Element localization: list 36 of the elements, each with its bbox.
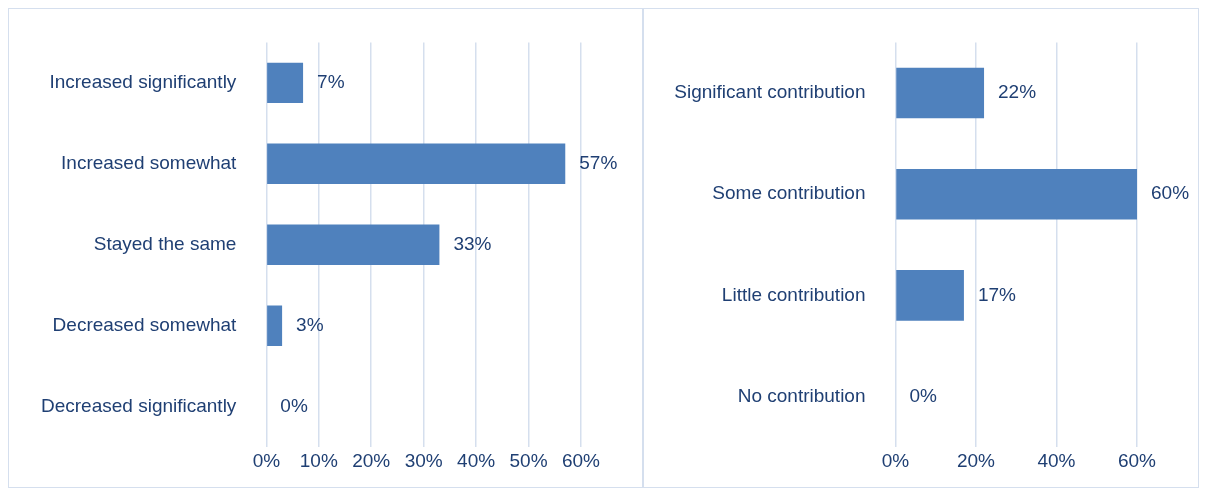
- y-tick-label: Stayed the same: [93, 233, 237, 255]
- x-tick-label: 30%: [404, 449, 443, 471]
- bar: [267, 143, 566, 185]
- data-label: 7%: [317, 71, 345, 93]
- bar: [896, 270, 964, 321]
- x-tick-label: 40%: [1037, 449, 1076, 471]
- x-tick-label: 40%: [457, 449, 496, 471]
- y-tick-label: Decreased significantly: [41, 394, 237, 416]
- x-tick-label: 0%: [252, 449, 281, 471]
- x-tick-label: 60%: [1117, 449, 1157, 471]
- x-tick-label: 0%: [881, 449, 910, 471]
- y-tick-label: Little contribution: [721, 283, 866, 305]
- data-label: 17%: [977, 283, 1017, 305]
- bar: [267, 62, 304, 104]
- bar: [896, 67, 985, 119]
- x-tick-label: 20%: [352, 449, 391, 471]
- x-tick-label: 10%: [299, 449, 338, 471]
- data-label: 60%: [1151, 182, 1190, 204]
- bar: [896, 168, 1137, 220]
- data-label: 0%: [280, 394, 308, 416]
- y-tick-label: Some contribution: [712, 182, 866, 204]
- y-tick-label: Increased significantly: [49, 71, 237, 93]
- y-tick-label: Significant contribution: [674, 81, 866, 103]
- data-label: 0%: [909, 384, 938, 406]
- x-tick-label: 60%: [561, 449, 601, 471]
- x-tick-label: 20%: [956, 449, 996, 471]
- data-label: 22%: [998, 81, 1037, 103]
- data-label: 3%: [296, 313, 324, 335]
- y-tick-label: No contribution: [737, 384, 866, 406]
- bar: [267, 305, 283, 346]
- bar: [267, 224, 440, 266]
- data-label: 33%: [453, 233, 492, 255]
- y-tick-label: Increased somewhat: [61, 152, 238, 174]
- y-tick-label: Decreased somewhat: [52, 313, 238, 335]
- x-tick-label: 50%: [509, 449, 548, 471]
- data-label: 57%: [579, 152, 618, 174]
